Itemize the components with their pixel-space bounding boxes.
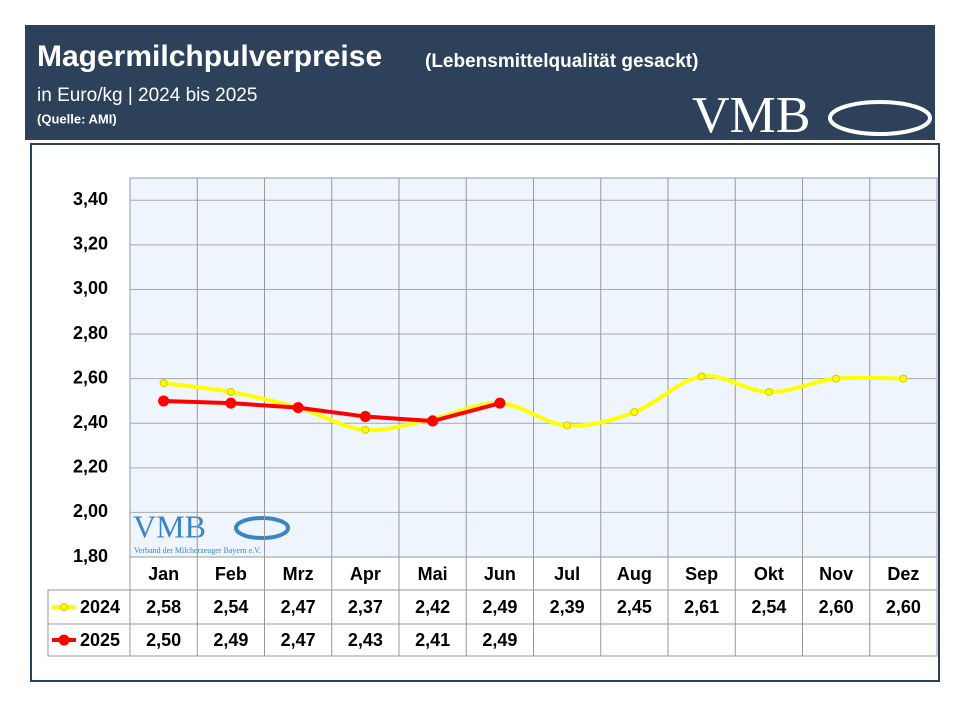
y-tick-label: 2,20	[73, 457, 108, 477]
x-tick-label: Okt	[754, 564, 784, 584]
marker	[494, 397, 506, 409]
table-value: 2,49	[482, 597, 517, 617]
table-value: 2,45	[617, 597, 652, 617]
marker	[361, 425, 370, 434]
legend-marker	[60, 603, 68, 611]
table-value: 2,39	[550, 597, 585, 617]
y-tick-label: 2,60	[73, 367, 108, 387]
marker	[899, 374, 908, 383]
table-value: 2,42	[415, 597, 450, 617]
header-band	[25, 25, 935, 140]
table-value: 2,60	[886, 597, 921, 617]
table-value: 2,49	[213, 630, 248, 650]
legend-marker	[58, 634, 70, 646]
subtitle: in Euro/kg | 2024 bis 2025	[37, 85, 257, 106]
marker	[764, 388, 773, 397]
title: Magermilchpulverpreise	[37, 40, 382, 73]
table-value: 2,54	[213, 597, 248, 617]
marker	[697, 372, 706, 381]
legend-label: 2025	[80, 630, 120, 650]
marker	[359, 411, 371, 423]
x-tick-label: Feb	[215, 564, 247, 584]
x-tick-label: Jul	[554, 564, 580, 584]
x-tick-label: Sep	[685, 564, 718, 584]
table-value: 2,43	[348, 630, 383, 650]
series-line	[163, 398, 501, 424]
logo: VMB	[692, 87, 810, 144]
table-value: 2,49	[482, 630, 517, 650]
marker	[427, 415, 439, 427]
y-tick-label: 1,80	[73, 546, 108, 566]
table-value: 2,60	[819, 597, 854, 617]
y-tick-label: 2,00	[73, 501, 108, 521]
y-tick-label: 3,20	[73, 234, 108, 254]
y-tick-label: 3,40	[73, 189, 108, 209]
watermark-logo: VMB	[133, 508, 206, 544]
marker	[158, 395, 170, 407]
x-tick-label: Aug	[617, 564, 652, 584]
table-value: 2,41	[415, 630, 450, 650]
marker	[292, 402, 304, 414]
table-value: 2,37	[348, 597, 383, 617]
x-tick-label: Nov	[819, 564, 853, 584]
y-tick-label: 2,40	[73, 412, 108, 432]
logo-swoosh	[828, 100, 932, 136]
table-value: 2,58	[146, 597, 181, 617]
table-value: 2,47	[281, 630, 316, 650]
y-tick-label: 2,80	[73, 323, 108, 343]
table-value: 2,54	[751, 597, 786, 617]
x-tick-label: Mai	[418, 564, 448, 584]
y-tick-label: 3,00	[73, 278, 108, 298]
marker	[563, 421, 572, 430]
x-tick-label: Apr	[350, 564, 381, 584]
table-value: 2,61	[684, 597, 719, 617]
x-tick-label: Jun	[484, 564, 516, 584]
legend-label: 2024	[80, 597, 120, 617]
x-tick-label: Dez	[887, 564, 919, 584]
table-value: 2,47	[281, 597, 316, 617]
marker	[225, 397, 237, 409]
marker	[832, 374, 841, 383]
title-note: (Lebensmittelqualität gesackt)	[425, 51, 698, 72]
table-value: 2,50	[146, 630, 181, 650]
legend-cells	[47, 589, 131, 657]
x-tick-label: Mrz	[283, 564, 314, 584]
marker	[226, 388, 235, 397]
source: (Quelle: AMI)	[37, 111, 117, 126]
watermark-swoosh	[234, 516, 290, 540]
x-tick-label: Jan	[148, 564, 179, 584]
marker	[159, 379, 168, 388]
marker	[630, 408, 639, 417]
